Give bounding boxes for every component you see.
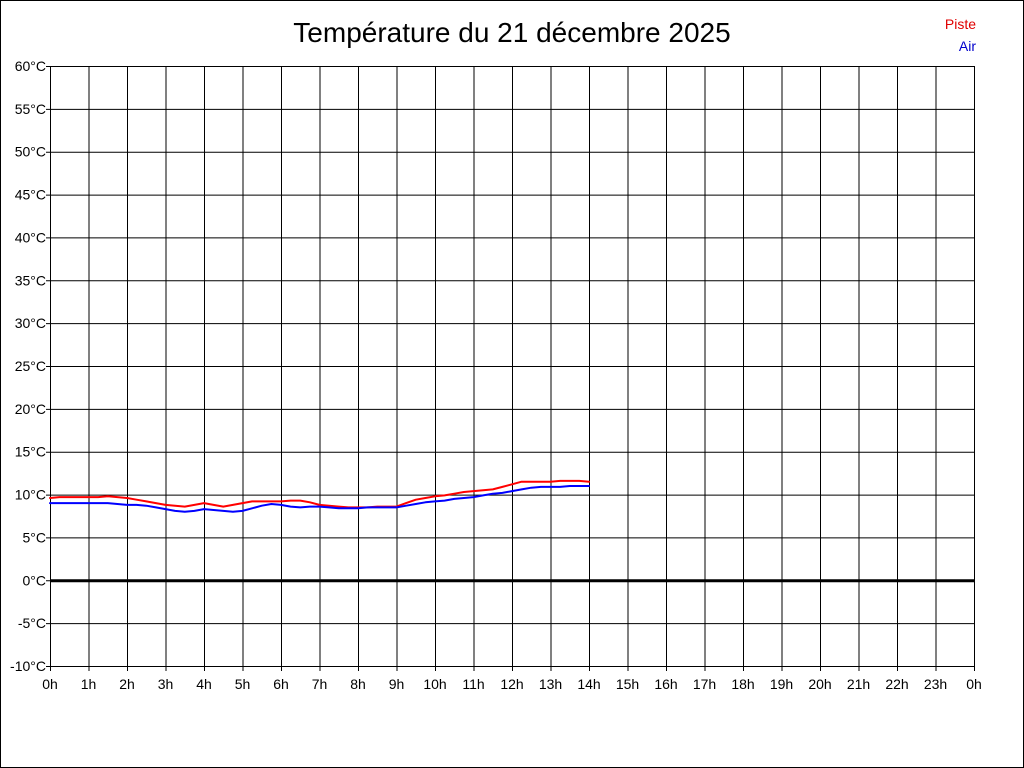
- x-tick-label: 13h: [539, 676, 562, 692]
- y-tick-label: 25°C: [15, 358, 46, 374]
- x-tick-label: 15h: [616, 676, 639, 692]
- x-tick-label: 14h: [577, 676, 600, 692]
- x-tick-label: 3h: [158, 676, 174, 692]
- x-tick-label: 22h: [885, 676, 908, 692]
- legend-entry-air: Air: [958, 38, 976, 54]
- y-tick-label: 15°C: [15, 444, 46, 460]
- x-tick-label: 21h: [847, 676, 870, 692]
- y-tick-label: 45°C: [15, 187, 46, 203]
- y-tick-label: 40°C: [15, 229, 46, 245]
- x-tick-label: 5h: [235, 676, 251, 692]
- x-tick-label: 7h: [312, 676, 328, 692]
- chart-title: Température du 21 décembre 2025: [293, 17, 731, 48]
- series-line-air: [49, 485, 590, 513]
- series-line-piste: [49, 479, 590, 509]
- y-tick-label: 20°C: [15, 401, 46, 417]
- x-tick-label: 16h: [654, 676, 677, 692]
- x-tick-label: 4h: [196, 676, 212, 692]
- x-tick-label: 11h: [462, 676, 484, 692]
- y-tick-label: -5°C: [18, 615, 46, 631]
- x-tick-label: 12h: [500, 676, 523, 692]
- x-tick-label: 0h: [42, 676, 58, 692]
- x-tick-label: 6h: [273, 676, 289, 692]
- x-tick-label: 19h: [770, 676, 793, 692]
- y-tick-label: -10°C: [10, 658, 46, 674]
- legend-entry-piste: Piste: [944, 16, 976, 32]
- y-tick-label: 35°C: [15, 272, 46, 288]
- x-tick-label: 10h: [423, 676, 446, 692]
- x-tick-label: 2h: [119, 676, 135, 692]
- x-tick-label: 20h: [808, 676, 831, 692]
- x-tick-label: 1h: [81, 676, 97, 692]
- y-tick-label: 50°C: [15, 144, 46, 160]
- x-tick-label: 8h: [350, 676, 366, 692]
- x-tick-label: 17h: [693, 676, 716, 692]
- x-tick-label: 18h: [731, 676, 754, 692]
- y-tick-label: 30°C: [15, 315, 46, 331]
- y-tick-label: 60°C: [15, 58, 46, 74]
- x-tick-label: 23h: [924, 676, 947, 692]
- x-tick-label: 0h: [966, 676, 982, 692]
- x-tick-label: 9h: [389, 676, 405, 692]
- legend: Piste Air: [945, 13, 976, 57]
- y-tick-label: 5°C: [23, 529, 47, 545]
- y-tick-label: 55°C: [15, 101, 46, 117]
- y-tick-label: 10°C: [15, 487, 46, 503]
- y-tick-label: 0°C: [23, 572, 47, 588]
